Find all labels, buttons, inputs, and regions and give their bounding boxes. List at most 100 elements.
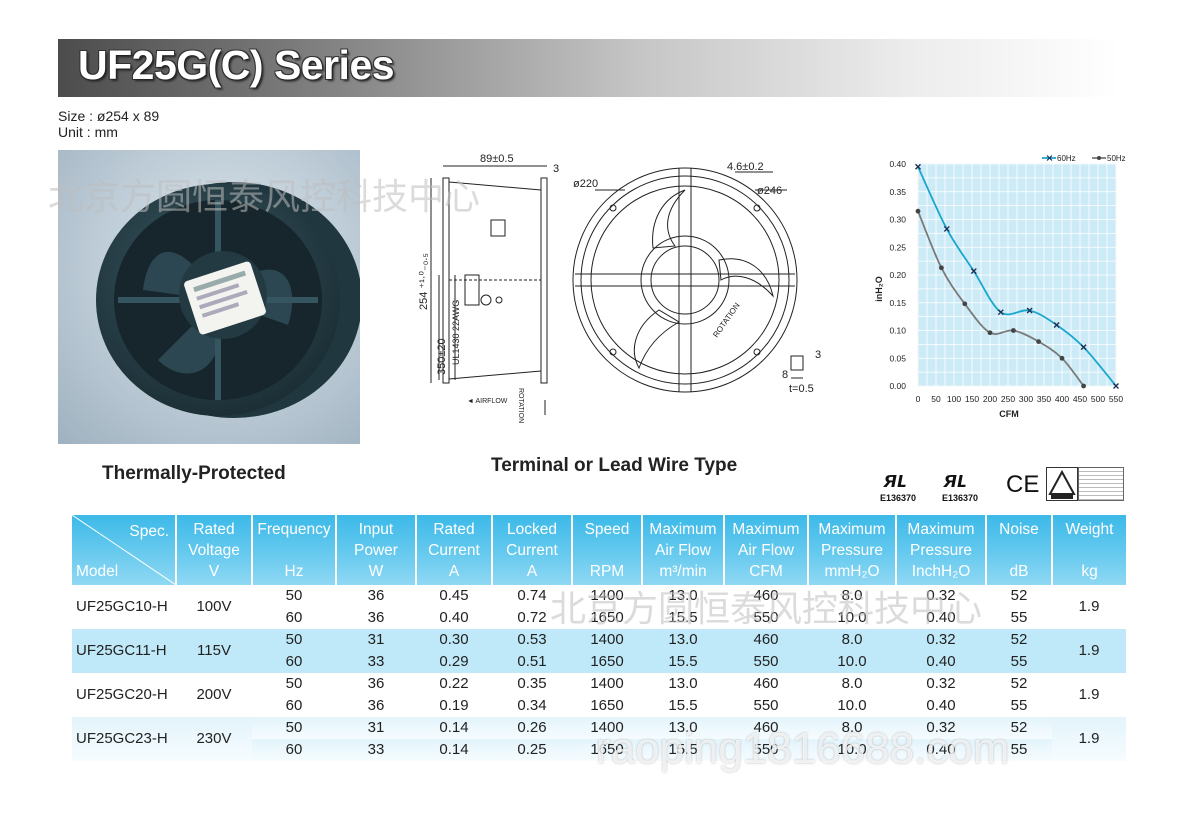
table-cell: 50 — [252, 717, 336, 739]
table-cell: 0.74 — [492, 585, 572, 607]
column-header-unit: mmH₂O — [824, 563, 880, 580]
table-cell: 55 — [1010, 697, 1028, 714]
table-cell: 10.0 — [837, 697, 867, 714]
column-header-top: Maximum — [732, 521, 800, 538]
table-cell: 36 — [367, 675, 385, 692]
column-header-top: Locked — [507, 521, 557, 538]
column-header-unit: kg — [1081, 563, 1098, 580]
tuv-icon — [1046, 467, 1078, 501]
table-cell: 50 — [252, 629, 336, 651]
column-header-unit: m³/min — [659, 563, 707, 580]
weight-cell: 1.9 — [1052, 717, 1126, 761]
table-cell: 15.5 — [668, 697, 698, 714]
table-cell: 52 — [1010, 675, 1028, 692]
x-tick-label: 450 — [1073, 394, 1087, 404]
dim-wire: UL1430 22AWG — [451, 300, 461, 365]
y-axis-label: inH₂O — [874, 276, 884, 302]
table-cell: 52 — [986, 717, 1052, 739]
data-point — [1081, 383, 1086, 389]
table-cell: 60 — [252, 739, 336, 761]
table-cell: 1400 — [572, 585, 642, 607]
y-tick-label: 0.25 — [889, 242, 906, 252]
table-cell: 13.0 — [642, 585, 724, 607]
column-header: Noise dB — [986, 515, 1053, 585]
table-cell: 50 — [252, 585, 336, 607]
data-point — [1011, 328, 1016, 333]
x-tick-label: 150 — [965, 394, 979, 404]
table-cell: 10.0 — [808, 739, 896, 761]
ul-logo: ᴙʟ — [884, 467, 907, 492]
column-header-top: Speed — [584, 521, 630, 538]
y-tick-label: 0.00 — [889, 381, 906, 391]
table-cell: 0.40 — [896, 739, 986, 761]
table-cell: 60 — [285, 697, 303, 714]
table-cell: 0.30 — [416, 629, 492, 651]
column-header: Locked Current A — [492, 515, 573, 585]
data-point — [962, 301, 968, 307]
column-header-unit: A — [526, 563, 538, 580]
table-cell: 31 — [336, 629, 416, 651]
table-cell: 10.0 — [808, 607, 896, 629]
table-cell: 1400 — [590, 675, 624, 692]
table-row: 60 36 0.19 0.34 1650 15.5 550 10.0 0.40 55 — [72, 695, 1126, 717]
column-header-mid: Current — [428, 542, 480, 559]
model-cell: UF25GC23-H — [72, 717, 176, 761]
dim-d246: ø246 — [757, 185, 782, 197]
column-header: Maximum Air Flow m³/min — [642, 515, 725, 585]
ul-file-number-1: E136370 — [880, 493, 917, 503]
table-cell: 0.14 — [416, 717, 492, 739]
fan-illustration — [96, 182, 360, 418]
column-header-top: Weight — [1065, 521, 1114, 538]
table-row: 60 33 0.29 0.51 1650 15.5 550 10.0 0.40 55 — [72, 651, 1126, 673]
weight-cell: 1.9 — [1052, 629, 1126, 673]
model-cell: UF25GC11-H — [72, 629, 176, 673]
table-cell: 8.0 — [808, 717, 896, 739]
table-cell: 10.0 — [808, 651, 896, 673]
table-cell: 0.40 — [896, 651, 986, 673]
column-header-top: Rated — [433, 521, 475, 538]
y-tick-label: 0.30 — [889, 215, 906, 225]
data-point — [1080, 344, 1087, 351]
y-tick-label: 0.10 — [889, 326, 906, 336]
column-header-mid — [255, 540, 333, 561]
x-tick-label: 400 — [1055, 394, 1069, 404]
table-cell: 0.32 — [896, 585, 986, 607]
corner-diagonal — [72, 515, 176, 585]
table-cell: 52 — [986, 585, 1052, 607]
column-header-mid — [1055, 540, 1124, 561]
drawing-caption: Terminal or Lead Wire Type — [491, 455, 738, 476]
dim-tab-width: 8 — [782, 369, 788, 381]
column-header: Input Power W — [336, 515, 417, 585]
spec-table: Spec. Model Rated Voltage V Frequency Hz Inp… — [72, 515, 1126, 761]
table-cell: 460 — [753, 675, 779, 692]
column-header-mid: Air Flow — [738, 542, 794, 559]
table-cell: 33 — [336, 651, 416, 673]
dim-tab-height: 3 — [815, 349, 821, 361]
table-cell: 0.19 — [439, 697, 469, 714]
x-tick-label: 500 — [1091, 394, 1105, 404]
column-header: Speed RPM — [572, 515, 643, 585]
column-header-mid — [575, 540, 639, 561]
column-header-unit: Hz — [284, 563, 304, 580]
table-cell: 460 — [724, 629, 808, 651]
table-cell: 36 — [367, 697, 385, 714]
data-point — [1113, 383, 1119, 389]
table-cell: 0.34 — [517, 697, 547, 714]
column-header: Maximum Pressure InchH₂O — [896, 515, 987, 585]
column-header-unit: dB — [1009, 563, 1029, 580]
ce-mark: CE — [1006, 471, 1040, 498]
table-cell: 0.26 — [492, 717, 572, 739]
data-point — [915, 163, 921, 170]
voltage-cell: 200V — [196, 686, 232, 703]
model-cell: UF25GC10-H — [72, 585, 176, 629]
table-cell: 55 — [986, 607, 1052, 629]
data-point — [997, 309, 1004, 316]
table-cell: 0.45 — [416, 585, 492, 607]
y-tick-label: 0.40 — [889, 159, 906, 169]
column-header: Rated Current A — [416, 515, 493, 585]
tuv-fineprint-box — [1078, 467, 1124, 501]
table-cell: 60 — [252, 607, 336, 629]
column-header-mid: Voltage — [188, 542, 240, 559]
table-cell: 55 — [986, 651, 1052, 673]
x-tick-label: 200 — [983, 394, 997, 404]
